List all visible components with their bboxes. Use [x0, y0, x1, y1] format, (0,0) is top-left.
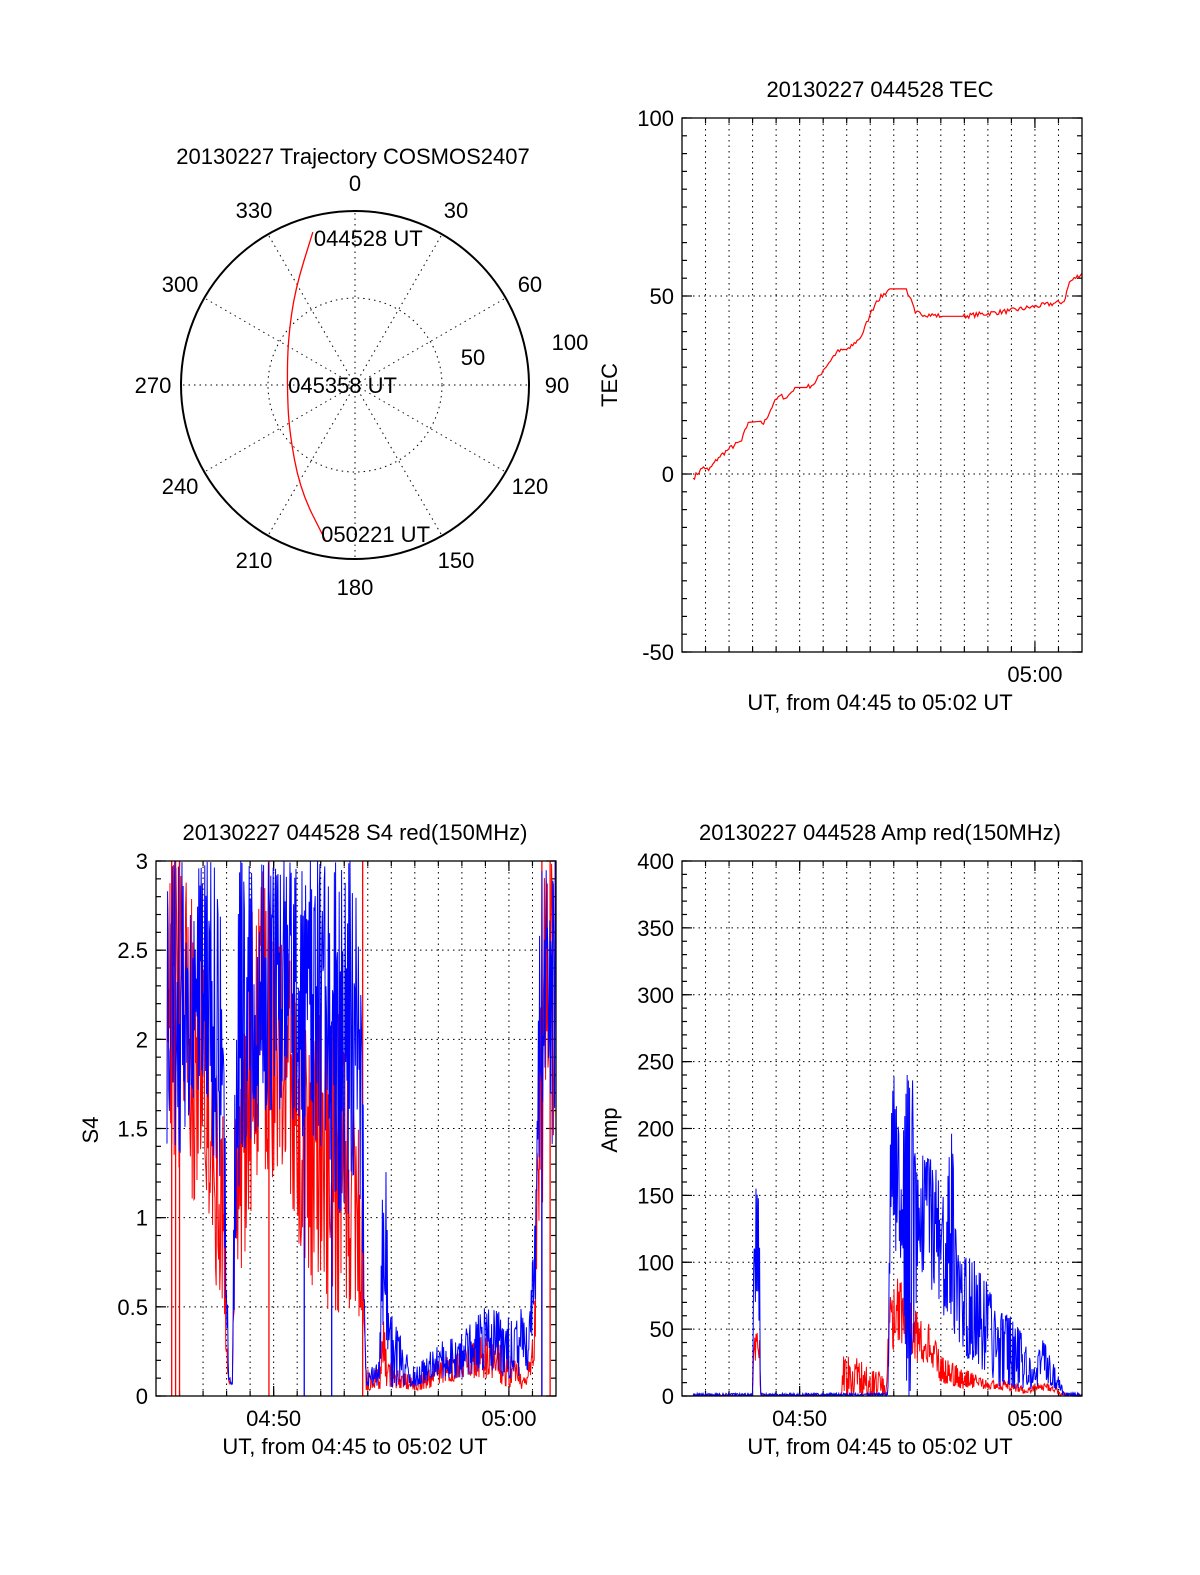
tec-plot: 20130227 044528 TEC UT, from 04:45 to 05… [597, 77, 1083, 715]
polar-angle-label: 30 [444, 198, 468, 223]
plot-area [692, 272, 1082, 481]
polar-spoke-240 [204, 384, 356, 473]
series-line [692, 272, 1082, 481]
y-tick-label: 1 [136, 1206, 148, 1231]
y-tick-label: 50 [650, 284, 674, 309]
polar-angle-label: 0 [349, 171, 361, 196]
amp-title: 20130227 044528 Amp red(150MHz) [699, 820, 1061, 845]
polar-angle-label: 270 [135, 373, 172, 398]
polar-angle-label: 210 [236, 548, 273, 573]
y-tick-label: 0 [662, 462, 674, 487]
polar-inner-ring [267, 297, 443, 473]
polar-spoke-30 [354, 234, 443, 386]
plot-frame [681, 860, 1083, 1397]
x-tick-label: 05:00 [481, 1406, 536, 1431]
polar-angle-label: 120 [512, 474, 549, 499]
y-tick-label: 0.5 [117, 1295, 148, 1320]
amp-plot: 20130227 044528 Amp red(150MHz) UT, from… [597, 820, 1083, 1459]
y-tick-label: 1.5 [117, 1117, 148, 1142]
y-tick-label: 250 [637, 1050, 674, 1075]
s4-ylabel: S4 [78, 1117, 103, 1144]
amp-xlabel: UT, from 04:45 to 05:02 UT [747, 1434, 1012, 1459]
x-tick-label: 05:00 [1007, 1406, 1062, 1431]
series-trace [166, 861, 556, 1388]
y-tick-label: 50 [650, 1317, 674, 1342]
plot-frame [681, 117, 1083, 653]
trajectory-time-label: 050221 UT [321, 522, 430, 547]
polar-radial-label: 100 [552, 330, 589, 355]
polar-angle-label: 90 [545, 373, 569, 398]
tec-title: 20130227 044528 TEC [766, 77, 993, 102]
y-tick-label: 150 [637, 1183, 674, 1208]
polar-spoke-150 [354, 384, 443, 536]
polar-spoke-300 [204, 297, 356, 386]
s4-plot: 20130227 044528 S4 red(150MHz) UT, from … [78, 820, 557, 1459]
y-tick-label: -50 [642, 640, 674, 665]
polar-angle-label: 150 [438, 548, 475, 573]
polar-spoke-330 [267, 234, 356, 386]
series-trace [692, 1075, 1082, 1396]
y-tick-label: 100 [637, 106, 674, 131]
tec-ylabel: TEC [597, 363, 622, 407]
series-trace [692, 1278, 1082, 1396]
x-tick-label: 05:00 [1007, 662, 1062, 687]
x-tick-label: 04:50 [246, 1406, 301, 1431]
s4-xlabel: UT, from 04:45 to 05:02 UT [222, 1434, 487, 1459]
y-tick-label: 2.5 [117, 938, 148, 963]
trajectory-time-label: 045358 UT [288, 373, 397, 398]
polar-angle-label: 60 [518, 272, 542, 297]
polar-angle-label: 180 [337, 575, 374, 600]
polar-angle-label: 330 [236, 198, 273, 223]
plot-area [166, 861, 556, 1396]
y-tick-label: 0 [662, 1384, 674, 1409]
polar-spoke-120 [354, 384, 506, 473]
tec-xlabel: UT, from 04:45 to 05:02 UT [747, 690, 1012, 715]
series-trace [166, 861, 556, 1392]
y-tick-label: 200 [637, 1117, 674, 1142]
y-tick-label: 2 [136, 1027, 148, 1052]
trajectory-polar-plot: 20130227 Trajectory COSMOS2407 0 30 60 90 12… [135, 144, 589, 600]
y-tick-label: 3 [136, 849, 148, 874]
polar-angle-label: 300 [162, 272, 199, 297]
y-tick-label: 0 [136, 1384, 148, 1409]
trajectory-time-label: 044528 UT [314, 226, 423, 251]
polar-angle-label: 240 [162, 474, 199, 499]
plot-area [692, 1075, 1082, 1396]
plot-frame [155, 860, 557, 1397]
polar-outer-ring [180, 210, 530, 560]
polar-title: 20130227 Trajectory COSMOS2407 [176, 144, 529, 169]
s4-title: 20130227 044528 S4 red(150MHz) [183, 820, 528, 845]
polar-spoke-210 [267, 384, 356, 536]
trajectory-line [286, 231, 326, 541]
y-tick-label: 300 [637, 983, 674, 1008]
y-tick-label: 400 [637, 849, 674, 874]
y-tick-label: 350 [637, 916, 674, 941]
amp-ylabel: Amp [597, 1107, 622, 1152]
x-tick-label: 04:50 [772, 1406, 827, 1431]
polar-spoke-60 [354, 297, 506, 386]
y-tick-label: 100 [637, 1250, 674, 1275]
polar-radial-label: 50 [461, 345, 485, 370]
